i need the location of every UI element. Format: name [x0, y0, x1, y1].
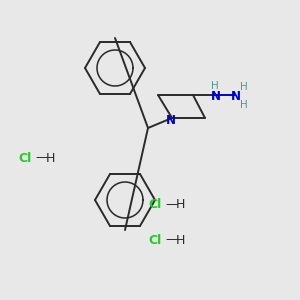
- Text: N: N: [166, 113, 176, 127]
- Text: H: H: [176, 233, 185, 247]
- Text: N: N: [211, 89, 221, 103]
- Text: H: H: [176, 199, 185, 212]
- Text: —: —: [35, 152, 47, 164]
- Text: H: H: [240, 100, 248, 110]
- Text: Cl: Cl: [148, 199, 161, 212]
- Text: N: N: [231, 89, 241, 103]
- Text: —: —: [165, 199, 178, 212]
- Text: Cl: Cl: [18, 152, 31, 164]
- Text: H: H: [211, 81, 219, 91]
- Text: H: H: [240, 82, 248, 92]
- Text: —: —: [165, 233, 178, 247]
- Text: H: H: [46, 152, 56, 164]
- Text: Cl: Cl: [148, 233, 161, 247]
